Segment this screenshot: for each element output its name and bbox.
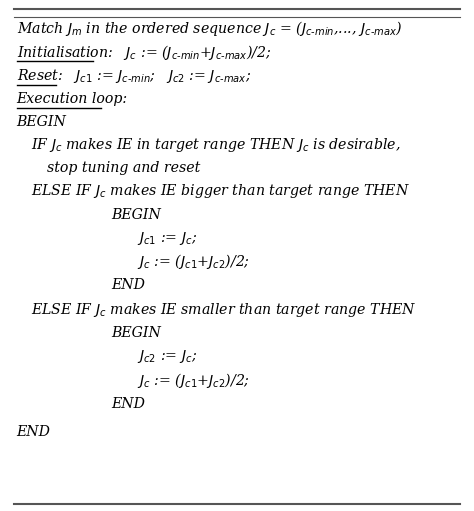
Text: ELSE IF $J_c$ makes IE smaller than target range THEN: ELSE IF $J_c$ makes IE smaller than targ… [31,300,416,319]
Text: BEGIN: BEGIN [111,326,161,340]
Text: Initialisation:   $J_c$ := ($J_{c\text{-}min}$+$J_{c\text{-}max}$)/2;: Initialisation: $J_c$ := ($J_{c\text{-}m… [17,42,271,62]
Text: Execution loop:: Execution loop: [17,92,128,106]
Text: END: END [111,278,146,292]
Text: Match $J_m$ in the ordered sequence $J_c$ = ($J_{c\text{-}min}$,..., $J_{c\text{: Match $J_m$ in the ordered sequence $J_c… [17,18,402,38]
Text: ELSE IF $J_c$ makes IE bigger than target range THEN: ELSE IF $J_c$ makes IE bigger than targe… [31,182,410,200]
Text: Reset:   $J_{c1}$ := $J_{c\text{-}min}$;   $J_{c2}$ := $J_{c\text{-}max}$;: Reset: $J_{c1}$ := $J_{c\text{-}min}$; $… [17,66,251,85]
Text: $J_{c1}$ := $J_c$;: $J_{c1}$ := $J_c$; [137,229,198,247]
Text: $J_c$ := ($J_{c1}$+$J_{c2}$)/2;: $J_c$ := ($J_{c1}$+$J_{c2}$)/2; [137,252,250,271]
Text: IF $J_c$ makes IE in target range THEN $J_c$ is desirable,: IF $J_c$ makes IE in target range THEN $… [31,136,401,154]
Text: END: END [17,425,51,439]
Text: $J_{c2}$ := $J_c$;: $J_{c2}$ := $J_c$; [137,348,198,365]
Text: stop tuning and reset: stop tuning and reset [47,160,201,175]
Text: BEGIN: BEGIN [111,207,161,222]
Text: BEGIN: BEGIN [17,114,66,129]
Text: END: END [111,397,146,411]
Text: $J_c$ := ($J_{c1}$+$J_{c2}$)/2;: $J_c$ := ($J_{c1}$+$J_{c2}$)/2; [137,370,250,390]
